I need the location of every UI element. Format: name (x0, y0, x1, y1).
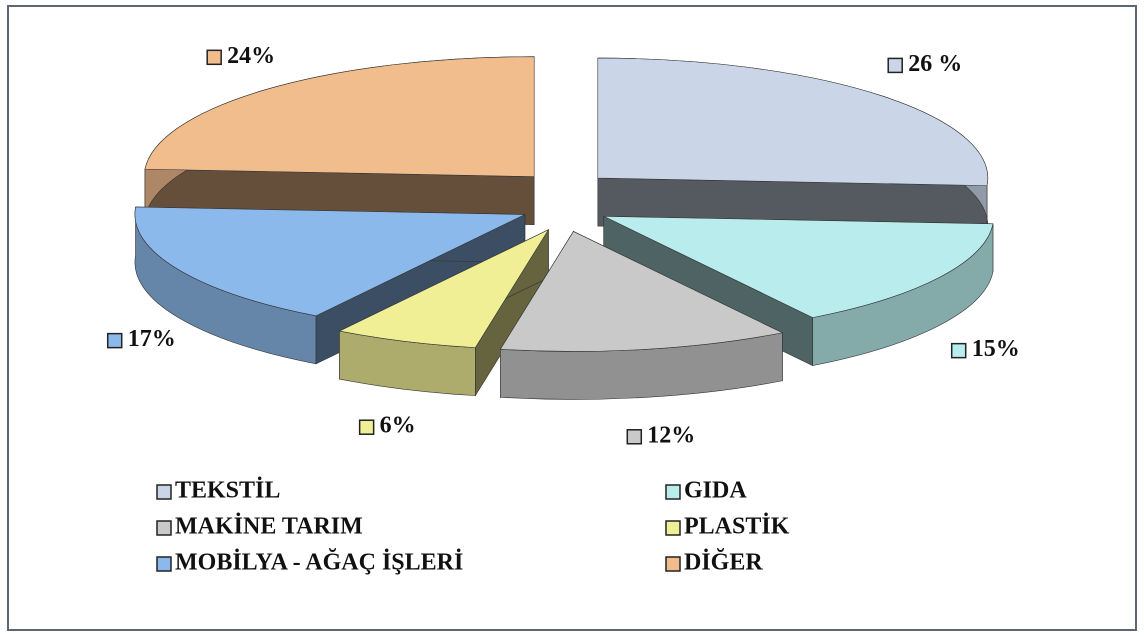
legend-label: DİĞER (684, 549, 763, 576)
legend-key (156, 520, 172, 536)
value-label: 26 % (908, 51, 962, 77)
legend: TEKSTİL GIDA MAKİNE TARIM PLASTİK MOBİLYA - … (156, 478, 790, 576)
value-label-key (626, 429, 643, 445)
legend-key (665, 556, 681, 572)
slice-top (499, 231, 784, 352)
slice-top (338, 229, 550, 348)
legend-key (156, 556, 172, 572)
slice (338, 228, 550, 397)
slice-top (603, 215, 994, 318)
value-label-key (106, 332, 123, 349)
value-label-key (358, 419, 375, 435)
legend-key (156, 484, 172, 500)
slice-top (134, 206, 526, 317)
legend-label: MAKİNE TARIM (175, 514, 363, 540)
legend-key (665, 520, 681, 536)
legend-label: TEKSTİL (175, 478, 280, 504)
value-label: 24% (227, 43, 275, 69)
value-label-key (206, 49, 222, 66)
value-label: 17% (128, 326, 176, 352)
slice (499, 230, 784, 400)
legend-label: MOBİLYA - AĞAÇ İŞLERİ (175, 549, 463, 576)
value-labels: 24% 26 % 17% 15% 6% 12% (106, 43, 1020, 448)
legend-label: GIDA (684, 478, 747, 504)
pie (134, 56, 994, 400)
legend-key (665, 484, 681, 500)
slice-top (597, 57, 989, 186)
slice-top (144, 56, 535, 177)
value-label-key (887, 57, 903, 74)
legend-label: PLASTİK (684, 514, 790, 540)
value-label-key (950, 342, 967, 359)
value-label: 15% (972, 336, 1020, 362)
value-label: 12% (647, 422, 695, 448)
value-label: 6% (380, 413, 416, 439)
